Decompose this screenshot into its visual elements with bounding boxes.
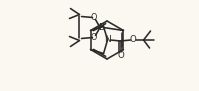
Text: O: O — [90, 13, 97, 22]
Text: O: O — [130, 35, 137, 44]
Text: O: O — [90, 33, 97, 42]
Text: O: O — [117, 52, 124, 61]
Text: N: N — [104, 35, 111, 44]
Text: B: B — [98, 23, 104, 32]
